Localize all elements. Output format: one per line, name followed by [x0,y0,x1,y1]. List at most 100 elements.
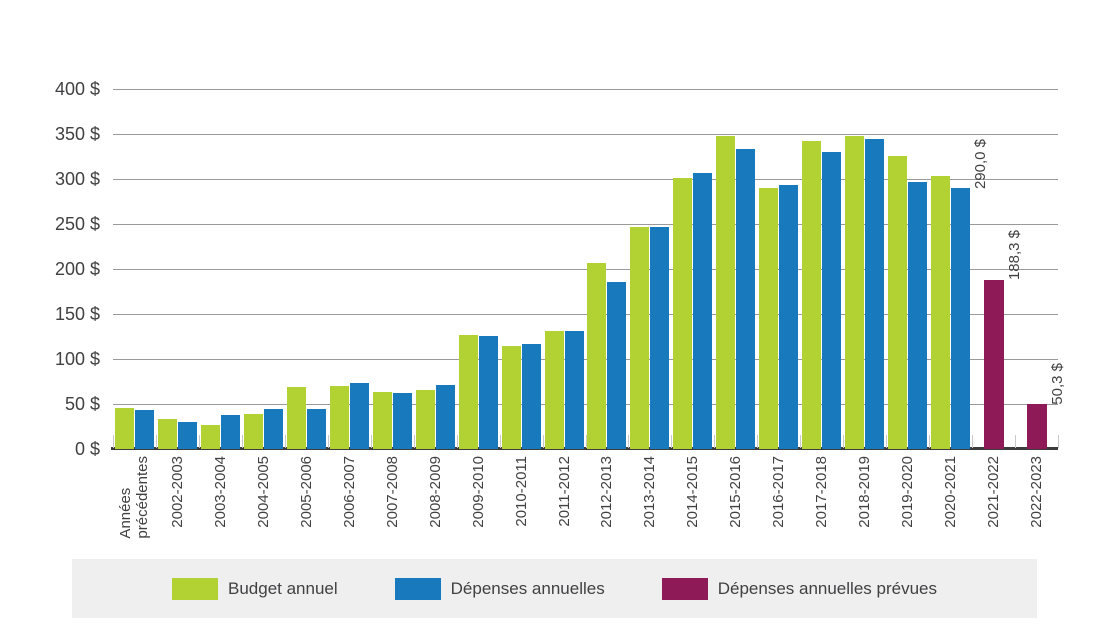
x-axis-label: 2013-2014 [641,456,659,528]
bar-depenses [306,409,326,449]
bar-budget [114,407,134,449]
axis-tick [929,435,931,448]
axis-tick [499,435,501,448]
x-axis-label: 2009-2010 [469,456,487,528]
axis-tick [542,435,544,448]
x-axis-label: 2015-2016 [727,456,745,528]
bar-budget [802,141,822,449]
x-axis-label-wrap: 2011-2012 [543,456,586,527]
bar-depenses [564,331,584,449]
bar-budget [845,135,865,449]
axis-tick [585,435,587,448]
x-axis-label-wrap: 2015-2016 [714,456,757,528]
x-axis-label: 2002-2003 [168,456,186,528]
axis-tick [413,435,415,448]
x-axis-label-wrap: 2018-2019 [843,456,886,528]
y-axis-label: 0 $ [74,439,100,459]
y-axis-label: 400 $ [54,79,100,99]
axis-tick [284,435,286,448]
bar-depenses [822,152,842,449]
category-group: 2010-2011 [500,89,543,527]
x-axis-label: 2014-2015 [684,456,702,528]
x-axis-label: 2021-2022 [985,456,1003,528]
category-group: 2012-2013 [586,89,629,528]
x-axis-line [111,447,1058,450]
x-axis-label: 2003-2004 [211,456,229,528]
axis-tick [198,435,200,448]
axis-tick [456,435,458,448]
gridline [113,224,1058,225]
category-group: 2009-2010 [457,89,500,528]
x-axis-label-wrap: 2009-2010 [457,456,500,528]
x-axis-label-wrap: 2017-2018 [800,456,843,528]
x-axis-label-wrap: 2022-2023 [1015,456,1058,528]
x-axis-label: 2016-2017 [770,456,788,528]
category-group: 2021-2022 188,3 $ [972,89,1023,528]
plot-area: 400 $ 350 $ 300 $ 250 $ 200 $ 150 $ 100 $ 50 $ 0… [55,79,1066,539]
category-group: 2007-2008 [371,89,414,528]
bar-depenses [435,385,455,449]
category-group: 2017-2018 [800,89,843,528]
axis-tick [671,435,673,448]
bar-depenses [736,149,756,449]
x-axis-label: 2005-2006 [297,456,315,528]
axis-tick [714,435,716,448]
x-axis-label-wrap: 2004-2005 [242,456,285,528]
category-group: Années précédentes [113,89,156,539]
y-axis-label: 150 $ [54,304,100,324]
bar-budget [587,262,607,449]
x-axis-label: 2006-2007 [340,456,358,528]
x-axis-label-wrap: 2016-2017 [757,456,800,528]
bar-budget [931,176,951,449]
legend-label: Dépenses annuelles [450,578,605,598]
x-axis-label-wrap: 2014-2015 [671,456,714,528]
x-axis-label-wrap: 2020-2021 [929,456,972,528]
category-group: 2003-2004 [199,89,242,528]
y-axis-label: 250 $ [54,214,100,234]
category-group: 2018-2019 [843,89,886,528]
category-group: 2019-2020 [886,89,929,528]
x-axis-label-wrap: 2021-2022 [972,456,1015,528]
bar-budget [458,334,478,449]
legend-item: Dépenses annuelles prévues [661,577,937,600]
bar-depenses [521,343,541,449]
legend-swatch-budget [172,577,218,600]
category-group: 2015-2016 [714,89,757,528]
gridline [113,314,1058,315]
x-axis-label: Années précédentes [117,456,152,539]
bar-budget [501,346,521,449]
axis-tick [113,435,114,448]
y-axis-label: 50 $ [64,394,100,414]
category-group: 2013-2014 [628,89,671,528]
x-axis-label: 2020-2021 [942,456,960,528]
bar-depenses [349,383,369,449]
axis-tick [155,435,157,448]
gridline [113,359,1058,360]
bar-prevues [1026,403,1047,449]
legend-label: Dépenses annuelles prévues [717,578,937,598]
category-group: 2005-2006 [285,89,328,528]
x-axis-label: 2007-2008 [383,456,401,528]
gridline [113,269,1058,270]
axis-tick [843,435,845,448]
x-axis-label: 2004-2005 [254,456,272,528]
category-group: 2002-2003 [156,89,199,528]
category-group: 2020-2021 290,0 $ [929,89,989,528]
bar-value-annotation: 50,3 $ [1048,363,1066,405]
chart-legend: Budget annuel Dépenses annuelles Dépenses … [72,559,1037,618]
bar-depenses [220,414,240,449]
bar-depenses [177,422,197,449]
x-axis-label: 2022-2023 [1028,456,1045,528]
x-axis-label-wrap: 2007-2008 [371,456,414,528]
bar-budget [673,178,693,449]
axis-tick [800,435,802,448]
axis-tick [241,435,243,448]
y-axis-label: 200 $ [54,259,100,279]
bar-depenses [134,410,154,449]
bar-depenses [951,188,971,449]
bar-depenses [478,335,498,449]
axis-tick [628,435,630,448]
category-group: 2006-2007 [328,89,371,528]
x-axis-label: 2010-2011 [512,456,530,527]
x-axis-label: 2008-2009 [426,456,444,528]
